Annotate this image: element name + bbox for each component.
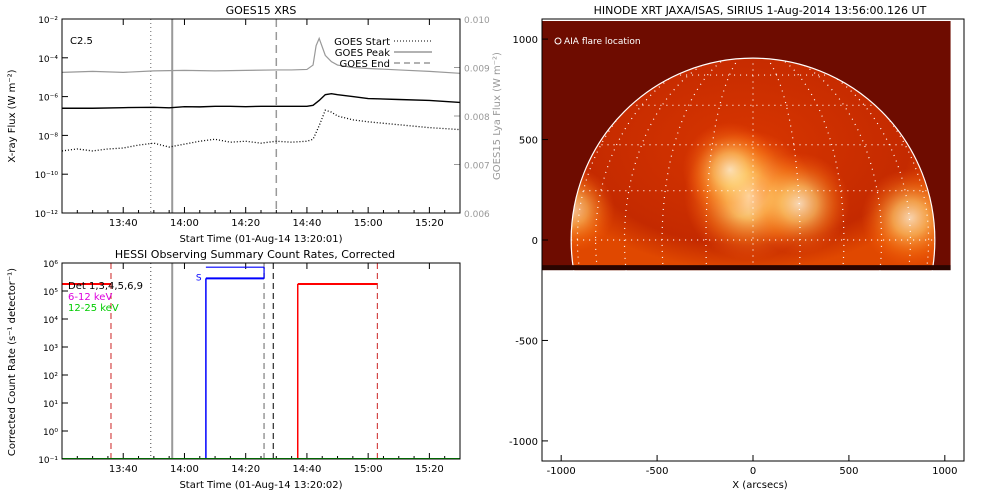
- hessi-x-tick-label: 13:40: [109, 464, 138, 475]
- goes-y2-tick-label: 0.010: [464, 16, 490, 26]
- hessi-saa-annotation: S: [196, 273, 202, 283]
- goes-legend-end: GOES End: [340, 59, 390, 70]
- goes-x-tick-label: 15:00: [354, 218, 383, 229]
- goes-lya-series: [62, 36, 460, 74]
- active-region: [682, 122, 778, 218]
- hessi-x-tick-label: 15:00: [354, 464, 383, 475]
- hessi-legend-det: Det 1,3,4,5,6,9: [68, 281, 143, 292]
- goes-x-tick-label: 14:40: [293, 218, 322, 229]
- aia-flare-marker-icon: [554, 37, 562, 45]
- hessi-y-tick-label: 10¹: [43, 400, 58, 410]
- goes-x-tick-label: 13:40: [109, 218, 138, 229]
- goes-title: GOES15 XRS: [226, 4, 297, 17]
- xrt-x-tick-label: 500: [839, 466, 858, 477]
- xrt-x-axis: -1000 -500 0 500 1000: [547, 455, 958, 477]
- goes-x-label: Start Time (01-Aug-14 13:20:01): [179, 234, 342, 245]
- xrt-y-tick-label: -500: [515, 336, 538, 347]
- longitude-line: [623, 58, 754, 422]
- goes-flare-class: C2.5: [70, 36, 93, 47]
- solar-limb: [570, 57, 936, 423]
- goes-y2-tick-label: 0.007: [464, 162, 490, 172]
- hessi-y-tick-label: 10⁻¹: [38, 456, 58, 466]
- goes-x-tick-label: 15:20: [415, 218, 444, 229]
- hessi-legend-6-12: 6-12 keV: [68, 292, 112, 303]
- xrt-image-edge: [542, 265, 951, 271]
- goes-y-axis: 10⁻¹² 10⁻¹⁰ 10⁻⁸ 10⁻⁶ 10⁻⁴ 10⁻²: [35, 16, 68, 220]
- goes-x-axis: 13:40 14:00 14:20 14:40 15:00 15:20: [76, 19, 446, 229]
- longitude-line: [752, 58, 883, 422]
- hessi-x-tick-label: 14:40: [293, 464, 322, 475]
- xrt-y-axis: -1000 -500 0 500 1000: [509, 35, 548, 448]
- hessi-legend-12-25: 12-25 keV: [68, 303, 119, 314]
- hessi-y-tick-label: 10³: [43, 344, 58, 354]
- hessi-plot-marks: [62, 263, 460, 459]
- hessi-x-label: Start Time (01-Aug-14 13:20:02): [179, 480, 342, 491]
- longitude-line: [752, 58, 845, 422]
- xrt-image: [542, 21, 951, 423]
- goes-plot-frame: [61, 18, 461, 214]
- longitude-line: [705, 58, 754, 422]
- goes-x-tick-label: 14:00: [170, 218, 199, 229]
- xrt-y-tick-label: 500: [519, 136, 538, 147]
- hessi-y-tick-label: 10⁴: [43, 316, 58, 326]
- xrt-y-tick-label: 0: [532, 236, 538, 247]
- xrt-title: HINODE XRT JAXA/ISAS, SIRIUS 1-Aug-2014 …: [594, 4, 927, 17]
- hessi-y-tick-label: 10²: [43, 372, 58, 382]
- goes-y-label: X-ray Flux (W m⁻²): [7, 69, 18, 162]
- goes-panel: GOES15 XRS 13:40 14:00 14:20 14:40 15:00 15:2…: [7, 4, 503, 245]
- goes-long-series: [62, 92, 460, 109]
- xrt-legend-label: AIA flare location: [564, 37, 641, 47]
- goes-y2-axis: 0.006 0.007 0.008 0.009 0.010: [454, 16, 490, 220]
- goes-y-tick-label: 10⁻⁸: [38, 132, 58, 142]
- longitude-line: [661, 58, 754, 422]
- xrt-x-tick-label: -500: [646, 466, 669, 477]
- goes-legend: GOES Start GOES Peak GOES End: [334, 37, 432, 70]
- xrt-legend: AIA flare location: [554, 37, 641, 47]
- xrt-x-label: X (arcsecs): [732, 480, 788, 491]
- hessi-y-tick-label: 10⁶: [43, 260, 58, 270]
- hessi-plot-frame: [61, 262, 461, 460]
- hessi-x-tick-label: 14:00: [170, 464, 199, 475]
- goes-y-tick-label: 10⁻⁴: [38, 55, 58, 65]
- hessi-x-tick-label: 15:20: [415, 464, 444, 475]
- goes-y-tick-label: 10⁻¹⁰: [35, 171, 59, 181]
- goes-y-tick-label: 10⁻⁶: [38, 94, 58, 104]
- hessi-x-tick-label: 14:20: [231, 464, 260, 475]
- xrt-panel: HINODE XRT JAXA/ISAS, SIRIUS 1-Aug-2014 …: [509, 4, 965, 491]
- goes-y2-label: GOES15 Lya Flux (W m⁻²): [492, 52, 503, 180]
- hessi-title: HESSI Observing Summary Count Rates, Cor…: [115, 248, 395, 261]
- xrt-x-tick-label: 1000: [932, 466, 957, 477]
- goes-y2-tick-label: 0.008: [464, 113, 490, 123]
- goes-y-tick-label: 10⁻²: [38, 16, 58, 26]
- hessi-y-label: Corrected Count Rate (s⁻¹ detector⁻¹): [7, 268, 18, 456]
- goes-legend-peak: GOES Peak: [335, 48, 390, 59]
- hessi-y-tick-label: 10⁵: [43, 288, 58, 298]
- goes-y-tick-label: 10⁻¹²: [35, 210, 59, 220]
- hessi-y-axis: 10⁻¹ 10⁰ 10¹ 10² 10³ 10⁴ 10⁵ 10⁶: [38, 260, 68, 466]
- goes-x-tick-label: 14:20: [231, 218, 260, 229]
- xrt-y-tick-label: -1000: [509, 437, 538, 448]
- xrt-x-tick-label: 0: [750, 466, 756, 477]
- goes-legend-start: GOES Start: [334, 37, 390, 48]
- goes-y2-tick-label: 0.009: [464, 65, 490, 75]
- hessi-x-axis: 13:40 14:00 14:20 14:40 15:00 15:20: [76, 263, 446, 475]
- xrt-x-tick-label: -1000: [547, 466, 576, 477]
- hessi-panel: HESSI Observing Summary Count Rates, Cor…: [7, 248, 461, 491]
- xrt-y-tick-label: 1000: [513, 35, 538, 46]
- goes-short-series: [62, 109, 460, 152]
- active-region: [861, 168, 935, 268]
- goes-y2-tick-label: 0.006: [464, 210, 490, 220]
- hessi-y-tick-label: 10⁰: [43, 428, 58, 438]
